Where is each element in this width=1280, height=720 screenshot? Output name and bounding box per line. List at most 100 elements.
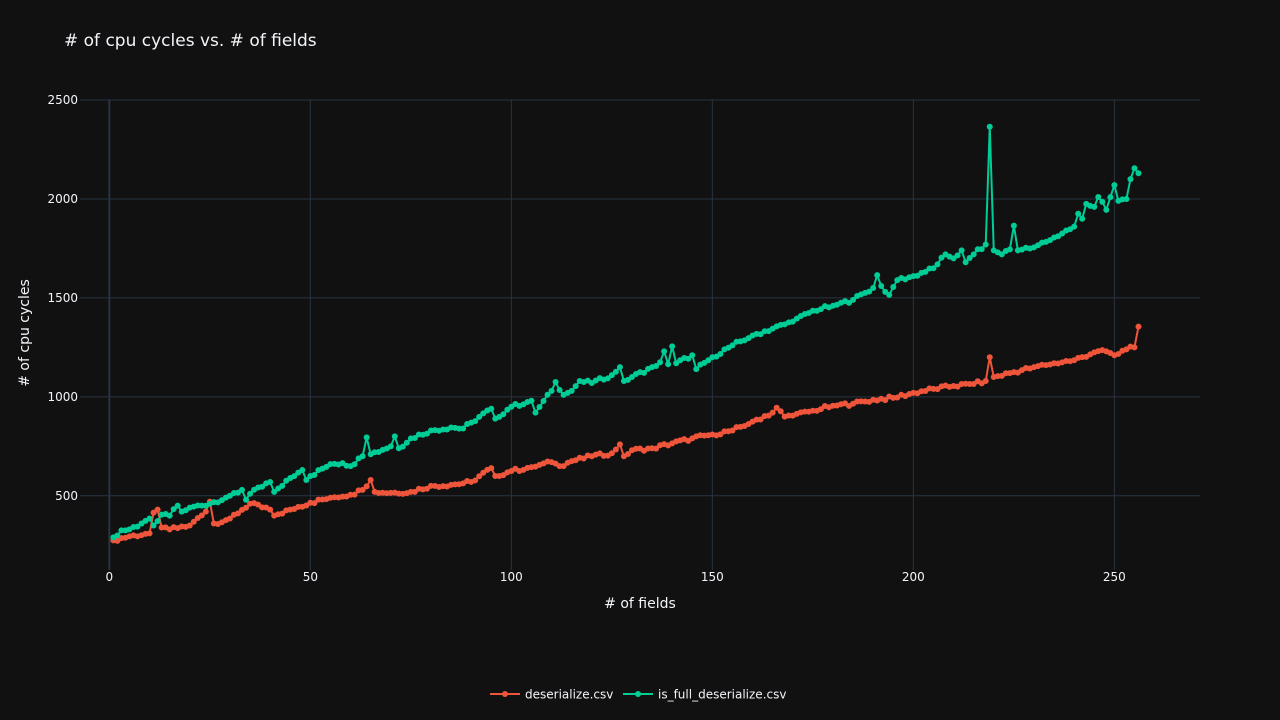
data-point [532, 409, 539, 416]
data-point [226, 515, 233, 522]
data-point [934, 261, 941, 268]
data-point [874, 272, 881, 279]
data-point [166, 512, 173, 519]
data-point [359, 486, 366, 493]
data-point [267, 506, 274, 513]
data-point [243, 504, 250, 511]
data-point [878, 283, 885, 290]
data-point [958, 247, 965, 254]
data-point [186, 522, 193, 529]
data-point [685, 355, 692, 362]
data-point [729, 342, 736, 349]
data-point [882, 397, 889, 404]
data-point [665, 361, 672, 368]
data-point [134, 523, 141, 530]
data-point [608, 450, 615, 457]
data-point [1135, 323, 1142, 330]
data-point [243, 496, 250, 503]
data-point [1075, 210, 1082, 217]
legend: deserialize.csv is_full_deserialize.csv [490, 688, 786, 702]
data-point [866, 288, 873, 295]
data-point [954, 252, 961, 259]
data-point [1079, 215, 1086, 222]
data-point [657, 359, 664, 366]
data-point [299, 467, 306, 474]
data-point [970, 251, 977, 258]
data-point [351, 461, 358, 468]
data-point [488, 465, 495, 472]
data-point [311, 471, 318, 478]
data-point [1099, 198, 1106, 205]
data-point [291, 473, 298, 480]
x-tick-label: 100 [500, 570, 523, 584]
data-point [560, 463, 567, 470]
data-point [572, 383, 579, 390]
data-point [608, 372, 615, 379]
data-point [154, 506, 161, 513]
data-point [351, 491, 358, 498]
x-axis-label: # of fields [604, 596, 676, 612]
data-point [1111, 182, 1118, 189]
data-point [689, 352, 696, 359]
data-point [661, 348, 668, 355]
data-point [548, 387, 555, 394]
data-point [476, 413, 483, 420]
data-point [616, 441, 623, 448]
legend-marker [635, 691, 641, 697]
data-point [938, 254, 945, 261]
data-point [717, 351, 724, 357]
series-line [112, 126, 1140, 539]
y-axis-label: # of cpu cycles [17, 279, 33, 387]
data-point [1103, 206, 1110, 213]
data-point [190, 518, 197, 525]
data-point [982, 378, 989, 385]
data-point [1095, 193, 1102, 200]
data-point [303, 476, 310, 483]
data-point [769, 409, 776, 416]
data-point [488, 405, 495, 412]
data-point [500, 411, 507, 418]
data-point [624, 451, 631, 458]
data-point [279, 482, 286, 489]
data-point [476, 473, 483, 480]
series-0 [110, 323, 1142, 544]
data-point [411, 435, 418, 442]
data-point [259, 483, 266, 490]
data-point [978, 246, 985, 253]
x-tick-label: 0 [106, 570, 114, 584]
data-point [641, 369, 648, 376]
data-point [552, 379, 559, 385]
y-tick-label: 1000 [47, 390, 78, 404]
data-point [1010, 222, 1017, 229]
data-point [1006, 246, 1013, 253]
data-point [890, 284, 897, 291]
data-point [363, 434, 370, 441]
legend-label: deserialize.csv [525, 688, 613, 702]
data-point [962, 259, 969, 266]
data-point [363, 483, 370, 490]
data-point [922, 268, 929, 275]
x-tick-label: 250 [1103, 570, 1126, 584]
data-point [198, 512, 205, 519]
data-point [850, 296, 857, 303]
data-point [612, 368, 619, 375]
data-point [234, 510, 241, 517]
data-point [986, 354, 993, 361]
data-point [1131, 165, 1138, 172]
data-point [271, 488, 278, 495]
data-point [653, 362, 660, 369]
data-point [150, 522, 157, 529]
series-layer [110, 123, 1142, 544]
data-point [399, 443, 406, 450]
data-point [757, 416, 764, 423]
legend-item: is_full_deserialize.csv [623, 688, 786, 702]
data-point [311, 500, 318, 507]
data-point [777, 408, 784, 415]
data-point [693, 366, 700, 373]
x-tick-label: 150 [701, 570, 724, 584]
data-point [239, 486, 246, 493]
data-point [536, 403, 543, 410]
data-point [604, 375, 611, 382]
legend-marker [502, 691, 508, 697]
